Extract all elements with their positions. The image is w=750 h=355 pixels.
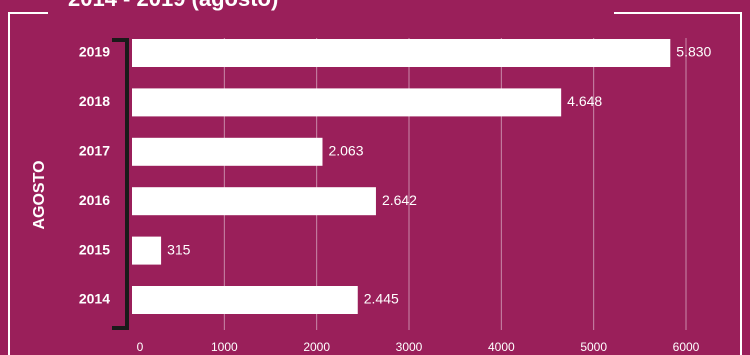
category-label: 2015 xyxy=(79,241,110,257)
bar-2019 xyxy=(132,39,671,67)
bar-2016 xyxy=(132,187,376,216)
x-tick-label: 1000 xyxy=(211,340,238,354)
labels: 0 1000 2000 3000 4000 5000 6000 2019 5.830 2018 4.… xyxy=(79,44,712,354)
chart-title: 2014 - 2019 (agosto) xyxy=(68,0,278,12)
frame-top-right xyxy=(614,12,742,14)
year-bracket xyxy=(112,38,129,330)
grid-lines xyxy=(223,38,687,330)
value-label: 2.445 xyxy=(364,291,399,307)
value-label: 315 xyxy=(167,241,191,257)
frame-left xyxy=(8,12,10,355)
x-tick-label: 4000 xyxy=(488,340,515,354)
category-label: 2018 xyxy=(79,93,110,109)
frame-top-left xyxy=(8,12,48,14)
category-label: 2019 xyxy=(79,44,110,60)
category-label: 2017 xyxy=(79,143,110,159)
x-tick-label: 3000 xyxy=(396,340,423,354)
frame-right xyxy=(740,12,742,355)
bar-2018 xyxy=(132,88,562,117)
value-label: 2.642 xyxy=(382,192,417,208)
category-label: 2014 xyxy=(79,291,110,307)
category-label: 2016 xyxy=(79,192,110,208)
x-tick-label: 2000 xyxy=(303,340,330,354)
bars xyxy=(132,39,671,314)
bar-2017 xyxy=(132,137,323,166)
x-tick-label: 6000 xyxy=(673,340,700,354)
bar-2014 xyxy=(132,286,358,314)
bar-2015 xyxy=(132,236,162,265)
x-tick-label: 5000 xyxy=(580,340,607,354)
value-label: 5.830 xyxy=(676,44,711,60)
value-label: 4.648 xyxy=(567,93,602,109)
x-tick-label: 0 xyxy=(137,340,144,354)
value-label: 2.063 xyxy=(328,143,363,159)
